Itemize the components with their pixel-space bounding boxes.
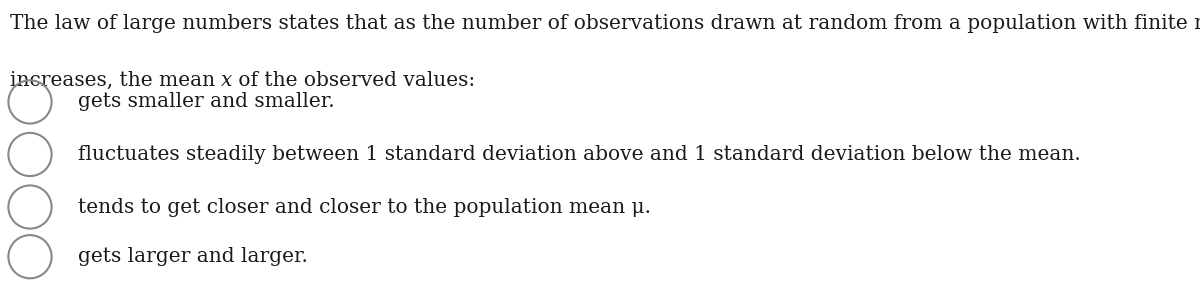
- Text: tends to get closer and closer to the population mean μ.: tends to get closer and closer to the po…: [78, 197, 650, 216]
- Text: The law of large numbers states that as the number of observations drawn at rand: The law of large numbers states that as …: [10, 14, 1200, 33]
- Text: gets smaller and smaller.: gets smaller and smaller.: [78, 92, 335, 111]
- Text: fluctuates steadily between 1 standard deviation above and 1 standard deviation : fluctuates steadily between 1 standard d…: [78, 145, 1081, 164]
- Text: of the observed values:: of the observed values:: [233, 71, 475, 90]
- Text: increases, the mean: increases, the mean: [10, 71, 221, 90]
- Text: x: x: [221, 71, 233, 90]
- Text: gets larger and larger.: gets larger and larger.: [78, 247, 308, 266]
